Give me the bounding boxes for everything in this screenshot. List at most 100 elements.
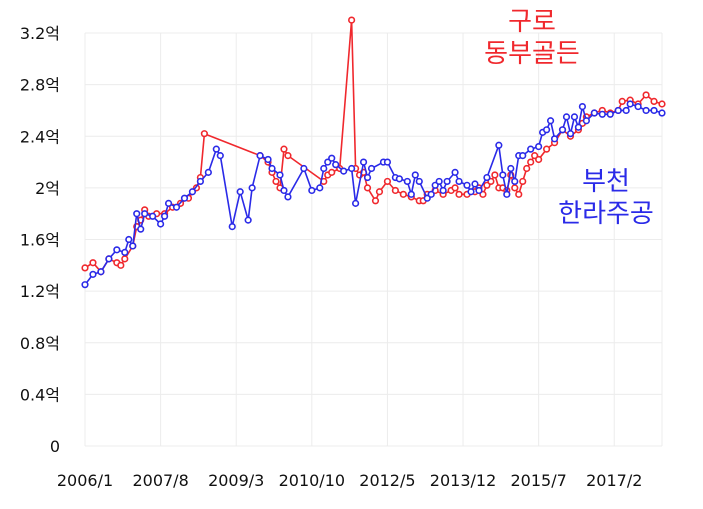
- data-point: [121, 248, 129, 257]
- data-point: [89, 259, 97, 267]
- data-point: [180, 194, 189, 202]
- x-tick-label: 2015/7: [510, 471, 566, 490]
- data-point: [578, 102, 587, 111]
- data-point: [455, 177, 463, 186]
- data-point: [125, 235, 133, 244]
- data-point: [523, 164, 531, 173]
- data-point: [435, 177, 443, 186]
- data-point: [562, 113, 571, 121]
- data-point: [574, 123, 583, 131]
- data-point: [212, 145, 220, 153]
- data-point: [566, 130, 575, 138]
- data-point: [121, 255, 129, 263]
- y-tick-label: 1.6억: [20, 231, 60, 250]
- data-point: [284, 193, 292, 201]
- data-point: [236, 188, 244, 196]
- data-point: [117, 261, 125, 269]
- data-point: [160, 212, 169, 220]
- data-point: [188, 188, 197, 196]
- data-point: [618, 97, 626, 106]
- x-tick-label: 2009/3: [208, 471, 264, 490]
- y-tick-label: 1.2억: [20, 282, 60, 301]
- data-point: [535, 155, 543, 164]
- data-point: [351, 199, 360, 207]
- data-point: [216, 152, 224, 160]
- data-point: [383, 158, 392, 166]
- data-point: [280, 145, 288, 153]
- data-point: [527, 145, 535, 153]
- data-point: [503, 190, 511, 198]
- data-point: [546, 117, 555, 125]
- data-point: [642, 91, 650, 99]
- y-tick-label: 0: [50, 437, 60, 456]
- data-point: [403, 177, 411, 186]
- data-point: [248, 184, 256, 192]
- data-point: [228, 222, 236, 231]
- data-point: [316, 184, 324, 192]
- data-point: [519, 177, 527, 186]
- data-point: [395, 175, 403, 183]
- data-point: [642, 106, 650, 115]
- data-point: [507, 164, 515, 173]
- data-point: [328, 154, 336, 162]
- data-point: [542, 126, 551, 134]
- data-point: [363, 173, 372, 182]
- data-point: [491, 171, 499, 179]
- data-point: [634, 102, 642, 111]
- series-label-line: 동부골든: [484, 39, 580, 69]
- data-point: [89, 270, 97, 278]
- series-label-line: 부천: [582, 167, 630, 197]
- data-point: [511, 184, 519, 192]
- data-point: [308, 186, 316, 195]
- y-tick-label: 2.8억: [20, 76, 60, 95]
- data-point: [200, 130, 208, 138]
- data-point: [626, 100, 634, 108]
- data-point: [483, 173, 491, 182]
- x-tick-label: 2006/1: [57, 471, 113, 490]
- data-point: [391, 186, 399, 195]
- data-point: [614, 106, 622, 115]
- data-point: [650, 97, 658, 106]
- data-point: [244, 216, 252, 224]
- data-point: [133, 210, 141, 218]
- data-point: [375, 188, 384, 196]
- data-point: [407, 190, 415, 198]
- data-point: [196, 177, 204, 186]
- data-point: [455, 190, 463, 198]
- data-point: [164, 199, 173, 207]
- x-tick-label: 2013/12: [430, 471, 496, 490]
- data-point: [81, 281, 89, 289]
- data-point: [542, 145, 551, 153]
- data-point: [511, 177, 519, 186]
- data-point: [650, 106, 658, 115]
- data-point: [276, 171, 284, 179]
- data-point: [280, 186, 288, 195]
- data-point: [348, 16, 356, 24]
- data-point: [264, 155, 272, 164]
- data-point: [284, 152, 292, 160]
- x-tick-label: 2017/2: [586, 471, 642, 490]
- x-tick-label: 2007/8: [132, 471, 188, 490]
- data-point: [113, 246, 121, 254]
- data-point: [105, 255, 113, 263]
- data-point: [527, 158, 535, 166]
- data-point: [495, 141, 503, 149]
- data-point: [256, 152, 264, 160]
- data-point: [399, 190, 407, 198]
- data-point: [272, 177, 280, 186]
- data-point: [97, 268, 105, 276]
- data-point: [149, 212, 157, 220]
- data-point: [332, 161, 340, 169]
- y-tick-label: 2억: [35, 179, 60, 198]
- y-tick-label: 3.2억: [20, 24, 60, 43]
- data-point: [268, 164, 276, 173]
- data-point: [300, 164, 308, 173]
- y-tick-label: 0.8억: [20, 334, 60, 353]
- data-point: [451, 184, 459, 192]
- data-point: [340, 167, 348, 175]
- data-point: [348, 164, 356, 173]
- data-point: [415, 177, 423, 186]
- data-point: [141, 210, 149, 218]
- data-point: [443, 177, 451, 186]
- data-point: [411, 171, 419, 179]
